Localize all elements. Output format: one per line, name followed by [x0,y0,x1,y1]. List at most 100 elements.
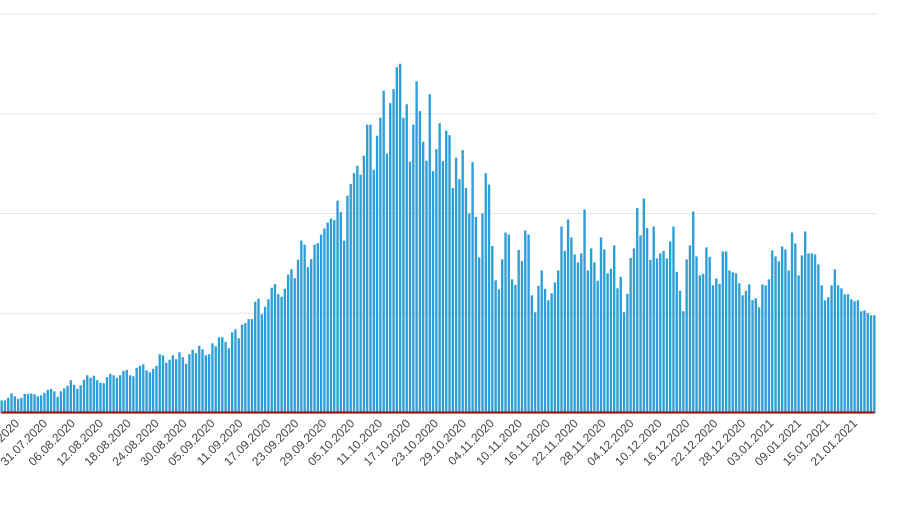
bar[interactable] [804,231,807,413]
bar[interactable] [148,372,152,413]
bar[interactable] [787,270,790,413]
bar[interactable] [63,388,66,413]
bar[interactable] [234,329,237,413]
bar[interactable] [132,376,135,413]
bar[interactable] [395,67,399,414]
bar[interactable] [296,259,300,413]
bar[interactable] [119,375,122,413]
bar[interactable] [0,400,3,413]
bar[interactable] [313,244,316,413]
bar[interactable] [290,269,293,413]
bar[interactable] [198,345,201,413]
bar[interactable] [217,337,221,413]
bar[interactable] [593,262,596,413]
bar[interactable] [454,157,458,413]
bar[interactable] [451,188,454,413]
bar[interactable] [178,352,181,413]
bar[interactable] [530,295,534,413]
bar[interactable] [668,241,672,413]
bar[interactable] [609,268,613,413]
bar[interactable] [458,179,461,413]
bar[interactable] [112,375,115,413]
bar[interactable] [701,273,705,413]
bar[interactable] [293,278,296,413]
bar[interactable] [550,293,553,413]
bar[interactable] [237,338,240,413]
bar[interactable] [553,282,557,413]
bar[interactable] [43,392,46,413]
bar[interactable] [349,184,352,413]
bar[interactable] [599,237,603,413]
bar[interactable] [95,380,99,413]
bar[interactable] [247,319,250,413]
bar[interactable] [800,255,804,413]
bar[interactable] [642,198,646,413]
bar[interactable] [533,312,537,413]
bar[interactable] [425,160,428,413]
bar[interactable] [705,247,708,413]
bar[interactable] [695,256,698,413]
bar[interactable] [477,257,481,413]
bar[interactable] [840,288,843,413]
bar[interactable] [784,249,787,413]
bar[interactable] [866,313,869,413]
bar[interactable] [224,341,227,413]
bar[interactable] [560,226,563,413]
bar[interactable] [168,359,171,413]
bar[interactable] [491,245,494,413]
bar[interactable] [428,94,431,413]
bar[interactable] [76,388,79,413]
bar[interactable] [263,306,267,413]
bar[interactable] [329,218,333,413]
bar[interactable] [731,272,734,413]
bar[interactable] [514,284,517,413]
bar[interactable] [603,249,606,413]
bar[interactable] [464,188,468,413]
bar[interactable] [99,382,102,413]
bar[interactable] [346,195,349,413]
bar[interactable] [115,377,119,413]
bar[interactable] [573,254,576,413]
bar[interactable] [619,276,622,413]
bar[interactable] [471,162,474,413]
bar[interactable] [20,397,23,413]
bar[interactable] [273,284,277,413]
bar[interactable] [494,280,497,413]
bar[interactable] [833,269,837,413]
bar[interactable] [382,90,385,414]
bar[interactable] [333,220,336,413]
bar[interactable] [359,174,362,413]
bar[interactable] [102,383,105,413]
bar[interactable] [527,234,530,413]
bar[interactable] [580,253,583,413]
bar[interactable] [780,246,784,413]
bar[interactable] [270,287,273,413]
bar[interactable] [339,212,343,413]
bar[interactable] [481,213,484,414]
bar[interactable] [254,301,257,413]
bar[interactable] [184,363,188,413]
bar[interactable] [352,173,356,413]
bar[interactable] [497,289,501,413]
bar[interactable] [128,375,132,413]
bar[interactable] [757,307,761,413]
bar[interactable] [122,370,125,413]
bar[interactable] [570,237,573,413]
bar[interactable] [277,294,280,413]
bar[interactable] [191,349,194,413]
bar[interactable] [718,283,721,413]
bar[interactable] [557,270,560,413]
bar[interactable] [715,278,718,413]
bar[interactable] [408,161,412,413]
bar[interactable] [675,271,678,413]
bar[interactable] [682,311,685,413]
bar[interactable] [46,389,49,413]
bar[interactable] [175,359,178,413]
bar[interactable] [639,235,642,413]
bar[interactable] [441,161,445,413]
bar[interactable] [517,249,520,413]
bar[interactable] [734,273,738,413]
bar[interactable] [445,130,448,413]
bar[interactable] [7,397,10,413]
bar[interactable] [596,280,599,413]
